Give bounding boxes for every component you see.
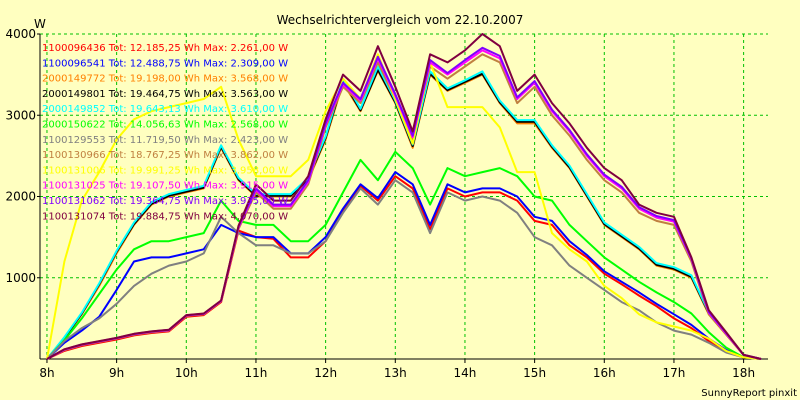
x-tick-label-5: 13h [384, 366, 407, 380]
y-tick-label-1: 2000 [5, 190, 36, 204]
x-tick-label-2: 10h [175, 366, 198, 380]
legend-entry-0: 1100096436 Tot: 12.185,25 Wh Max: 2.261,… [42, 43, 288, 54]
y-tick-label-3: 4000 [5, 27, 36, 41]
x-tick-label-1: 9h [109, 366, 124, 380]
legend-entry-8: 1100131006 Tot: 19.991,25 Wh Max: 3.958,… [42, 165, 288, 176]
series-line-1 [46, 171, 762, 360]
legend-entry-11: 1100131074 Tot: 19.884,75 Wh Max: 4.070,… [42, 211, 288, 222]
legend-entry-3: 2000149801 Tot: 19.464,75 Wh Max: 3.563,… [42, 89, 288, 100]
x-tick-label-6: 14h [454, 366, 477, 380]
credit-text: SunnyReport pinxit [701, 388, 797, 399]
legend-entry-1: 1100096541 Tot: 12.488,75 Wh Max: 2.309,… [42, 58, 288, 69]
x-tick-label-7: 15h [523, 366, 546, 380]
x-tick-label-9: 17h [663, 366, 686, 380]
x-tick-label-0: 8h [39, 366, 54, 380]
series-layer [46, 33, 762, 360]
x-tick-label-8: 16h [593, 366, 616, 380]
legend-entry-10: 1100131062 Tot: 19.364,75 Wh Max: 3.935,… [42, 196, 288, 207]
legend-entry-6: 1100129553 Tot: 11.719,50 Wh Max: 2.423,… [42, 135, 288, 146]
chart-title: Wechselrichtervergleich vom 22.10.2007 [277, 13, 524, 27]
axis-layer: 8h 9h 10h 11h 12h 13h 14h 15h 16h 17h 18h 1000 2000 3… [5, 27, 768, 380]
y-tick-label-0: 1000 [5, 271, 36, 285]
legend-entry-5: 2000150622 Tot: 14.056,63 Wh Max: 2.568,… [42, 120, 288, 131]
series-line-6 [46, 179, 762, 360]
legend-entry-9: 1100131025 Tot: 19.107,50 Wh Max: 3.915,… [42, 181, 288, 192]
x-tick-label-3: 11h [245, 366, 268, 380]
series-line-5 [46, 150, 762, 360]
y-axis-unit: W [34, 17, 46, 31]
legend-entry-4: 2000149852 Tot: 19.643,13 Wh Max: 3.610,… [42, 104, 288, 115]
x-tick-label-4: 12h [314, 366, 337, 380]
legend-entry-2: 2000149772 Tot: 19.198,00 Wh Max: 3.568,… [42, 74, 288, 85]
y-tick-label-2: 3000 [5, 108, 36, 122]
legend: 1100096436 Tot: 12.185,25 Wh Max: 2.261,… [42, 43, 288, 222]
series-line-11 [46, 33, 762, 360]
series-line-8 [46, 53, 762, 360]
x-tick-label-10: 18h [732, 366, 755, 380]
legend-entry-7: 1100130966 Tot: 18.767,25 Wh Max: 3.862,… [42, 150, 288, 161]
